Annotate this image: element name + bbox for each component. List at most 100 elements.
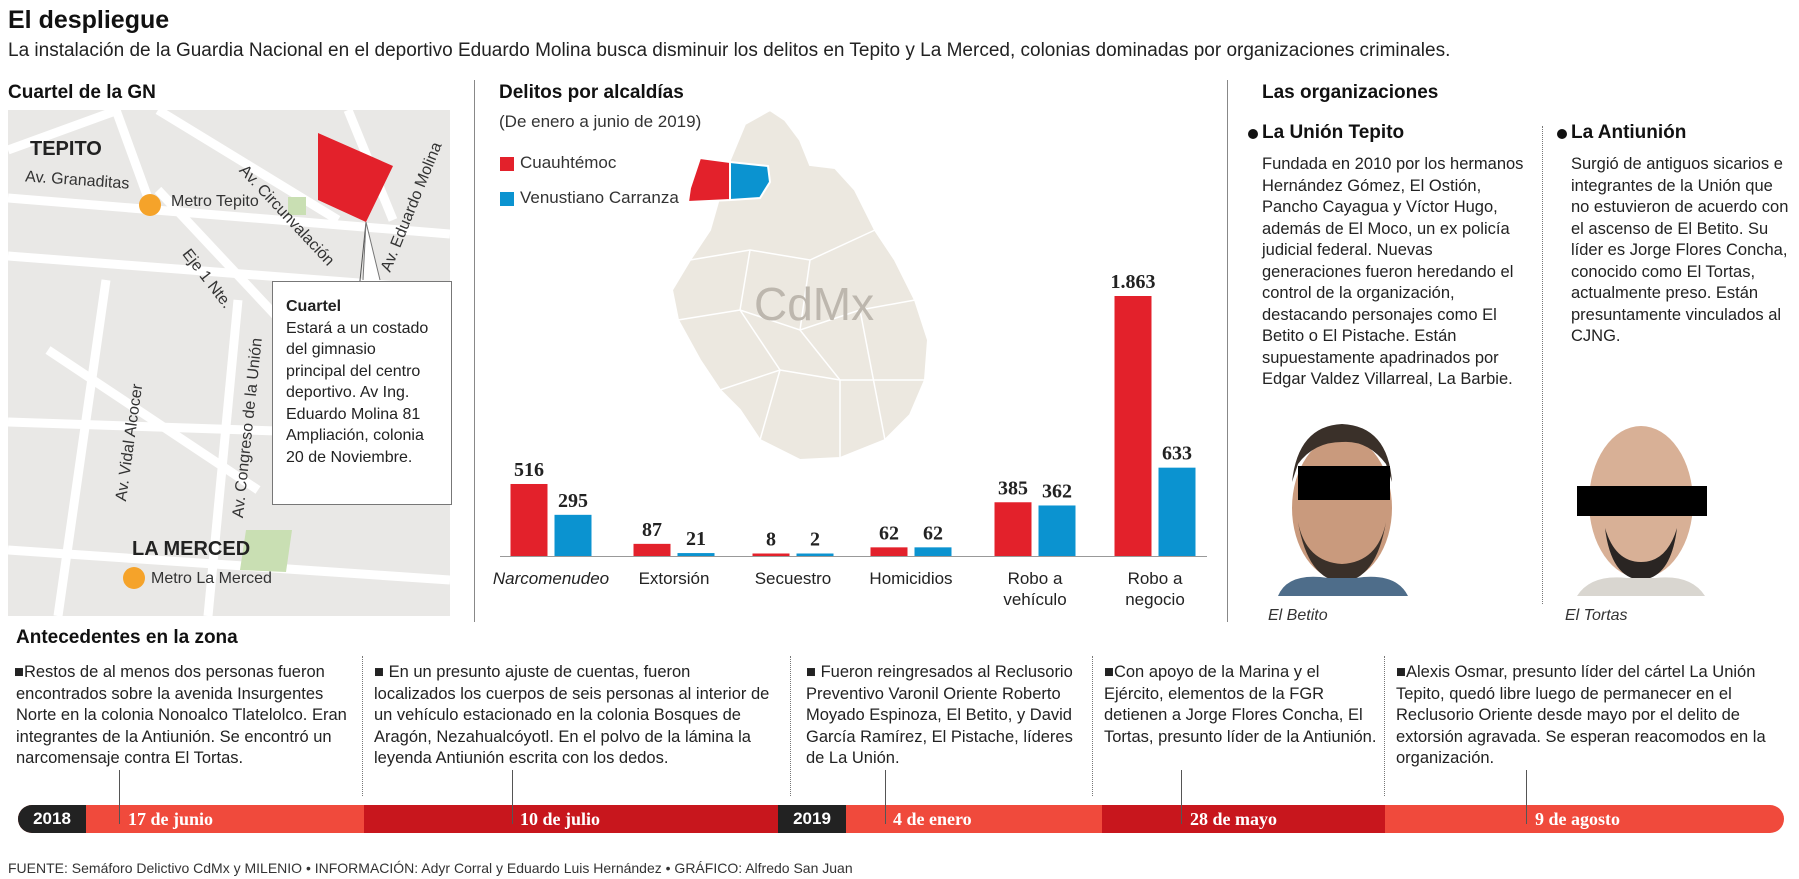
bullet-antiunion — [1557, 129, 1567, 139]
timeline-event-4-text: Con apoyo de la Marina y el Ejército, el… — [1104, 663, 1377, 746]
timeline-event-3: ■ Fueron reingresados al Reclusorio Prev… — [806, 663, 1073, 767]
timeline-event-1-text: Restos de al menos dos personas fueron e… — [16, 663, 347, 767]
org-antiunion-name: La Antiunión — [1571, 122, 1687, 143]
metro-tepito-label: Metro Tepito — [171, 193, 259, 210]
bar-venustiano-carranza-6 — [1158, 467, 1196, 556]
photo-caption-el-tortas: El Tortas — [1565, 607, 1628, 624]
value-label-venustiano-carranza-3: 2 — [810, 529, 820, 551]
bar-venustiano-carranza-2 — [677, 553, 715, 556]
value-label-cuauhtemoc-5: 385 — [998, 477, 1028, 499]
value-label-venustiano-carranza-4: 62 — [923, 522, 943, 544]
org-antiunion-text: Surgió de antiguos sicarios e integrante… — [1571, 155, 1789, 345]
photo-el-tortas — [1567, 412, 1715, 596]
metro-merced-marker — [123, 567, 145, 589]
timeline-date-2: 10 de julio — [520, 809, 601, 829]
tick-3 — [885, 770, 886, 824]
year-2018: 2018 — [18, 805, 86, 833]
timeline-event-2-text: En un presunto ajuste de cuentas, fueron… — [374, 663, 770, 767]
org-union-name: La Unión Tepito — [1262, 122, 1405, 143]
map-area-venustiano-carranza — [729, 160, 772, 202]
photo-caption-el-betito: El Betito — [1268, 607, 1328, 624]
bar-venustiano-carranza-4 — [914, 547, 952, 556]
value-label-cuauhtemoc-4: 62 — [879, 522, 899, 544]
value-label-venustiano-carranza-6: 633 — [1162, 443, 1192, 465]
timeline-date-5: 9 de agosto — [1535, 809, 1620, 829]
category-label-6: Robo a negocio — [1125, 569, 1185, 609]
cdmx-map: CdMx — [670, 110, 930, 462]
bar-venustiano-carranza-1 — [554, 514, 592, 556]
tick-1 — [119, 770, 120, 824]
timeline-date-4: 28 de mayo — [1190, 809, 1277, 829]
timeline-event-4: ■Con apoyo de la Marina y el Ejército, e… — [1104, 663, 1377, 746]
divider-orgs — [1542, 126, 1543, 604]
legend-swatch-cuauhtemoc — [500, 157, 514, 171]
value-label-cuauhtemoc-3: 8 — [766, 529, 776, 551]
timeline-event-1: ■Restos de al menos dos personas fueron … — [14, 663, 347, 767]
bar-cuauhtemoc-2 — [633, 543, 671, 556]
footer-credits: FUENTE: Semáforo Delictivo CdMx y MILENI… — [8, 860, 853, 876]
divider-chart-orgs — [1227, 80, 1228, 622]
legend-cuauhtemoc: Cuauhtémoc — [520, 153, 617, 172]
headquarters-marker — [318, 133, 393, 222]
headquarters-callout: Cuartel Estará a un costado del gimnasio… — [272, 281, 452, 505]
timeline-divider-2 — [790, 656, 791, 796]
legend-venustiano-carranza: Venustiano Carranza — [520, 188, 679, 207]
street-map — [8, 110, 450, 616]
callout-body: Estará a un costado del gimnasio princip… — [286, 319, 429, 466]
metro-tepito-marker — [139, 194, 161, 216]
timeline-bar — [18, 805, 1784, 833]
bar-chart: 516 295 Narcomenudeo 87 21 Extorsión 8 2 Secuest… — [493, 271, 1207, 609]
year-2019: 2019 — [778, 805, 846, 833]
timeline-segment-2 — [364, 805, 778, 833]
bar-venustiano-carranza-5 — [1038, 505, 1076, 556]
metro-merced-label: Metro La Merced — [151, 570, 272, 587]
timeline-event-3-text: Fueron reingresados al Reclusorio Preven… — [806, 663, 1073, 767]
bar-venustiano-carranza-3 — [796, 553, 834, 556]
place-tepito: TEPITO — [30, 138, 102, 160]
map-label: CdMx — [754, 278, 874, 330]
page-subtitle: La instalación de la Guardia Nacional en… — [8, 40, 1451, 61]
bar-cuauhtemoc-3 — [752, 553, 790, 556]
category-label-5: Robo a vehículo — [1003, 569, 1066, 609]
chart-title: Delitos por alcaldías — [499, 82, 684, 103]
orgs-title: Las organizaciones — [1262, 82, 1439, 103]
bar-cuauhtemoc-6 — [1114, 296, 1152, 556]
legend-swatch-venustiano-carranza — [500, 192, 514, 206]
bullet-union — [1248, 129, 1258, 139]
bar-cuauhtemoc-5 — [994, 502, 1032, 556]
chart-subtitle: (De enero a junio de 2019) — [499, 112, 702, 131]
bar-cuauhtemoc-1 — [510, 483, 548, 556]
page-title: El despliegue — [8, 6, 170, 34]
timeline-date-3: 4 de enero — [893, 809, 972, 829]
value-label-cuauhtemoc-6: 1.863 — [1111, 271, 1156, 293]
map-title: Cuartel de la GN — [8, 82, 156, 103]
value-label-venustiano-carranza-1: 295 — [558, 490, 588, 512]
value-label-cuauhtemoc-1: 516 — [514, 459, 544, 481]
timeline-divider-1 — [362, 656, 363, 796]
bar-cuauhtemoc-4 — [870, 547, 908, 556]
tick-2 — [512, 770, 513, 824]
category-label-1: Narcomenudeo — [493, 569, 609, 588]
park-tepito — [288, 197, 306, 215]
place-merced: LA MERCED — [132, 538, 251, 560]
timeline-date-1: 17 de junio — [128, 809, 214, 829]
timeline-divider-3 — [1092, 656, 1093, 796]
timeline-divider-4 — [1384, 656, 1385, 796]
tick-4 — [1181, 770, 1182, 824]
callout-title: Cuartel — [286, 298, 342, 315]
category-label-2: Extorsión — [639, 569, 710, 588]
park-merced — [240, 530, 292, 572]
photo-el-betito — [1268, 412, 1416, 596]
timeline-event-5: ■Alexis Osmar, presunto líder del cártel… — [1396, 663, 1766, 767]
category-label-3: Secuestro — [755, 569, 832, 588]
timeline-segment-4 — [1102, 805, 1385, 833]
tick-5 — [1526, 770, 1527, 824]
divider-map-chart — [474, 80, 475, 622]
value-label-venustiano-carranza-2: 21 — [686, 528, 706, 550]
org-union-text: Fundada en 2010 por los hermanos Hernánd… — [1262, 155, 1524, 388]
timeline-event-2: ■ En un presunto ajuste de cuentas, fuer… — [374, 663, 770, 767]
timeline-event-5-text: Alexis Osmar, presunto líder del cártel … — [1396, 663, 1766, 767]
value-label-venustiano-carranza-5: 362 — [1042, 480, 1072, 502]
timeline-title: Antecedentes en la zona — [16, 627, 238, 648]
value-label-cuauhtemoc-2: 87 — [642, 519, 662, 541]
